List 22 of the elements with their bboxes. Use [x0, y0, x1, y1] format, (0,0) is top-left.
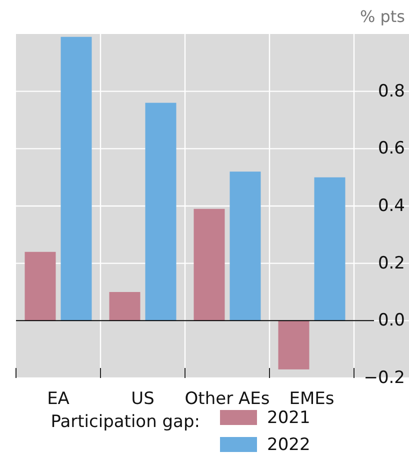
bar — [230, 172, 261, 321]
bar — [60, 36, 92, 321]
x-tick-label: US — [131, 389, 154, 409]
y-tick-label: 0.6 — [378, 138, 405, 159]
bar — [109, 292, 140, 321]
x-tick-label: Other AEs — [184, 389, 270, 409]
legend-label: 2022 — [267, 435, 310, 455]
x-tick-label: EA — [47, 389, 70, 409]
bar — [194, 208, 225, 321]
bar — [145, 102, 176, 321]
x-tick-label: EMEs — [289, 389, 334, 409]
bar — [24, 252, 56, 321]
y-tick-label: −0.2 — [364, 368, 405, 388]
bar — [278, 320, 310, 370]
bar — [314, 177, 346, 321]
y-tick-label: 0.2 — [378, 253, 405, 274]
text: 0.0 — [378, 310, 405, 331]
y-tick-label: 0.4 — [378, 196, 405, 216]
legend-label: 2021 — [267, 408, 310, 428]
legend-title: Participation gap: — [50, 412, 200, 432]
y-axis-title: % pts — [360, 7, 405, 26]
y-tick-label: 0.8 — [378, 81, 405, 102]
